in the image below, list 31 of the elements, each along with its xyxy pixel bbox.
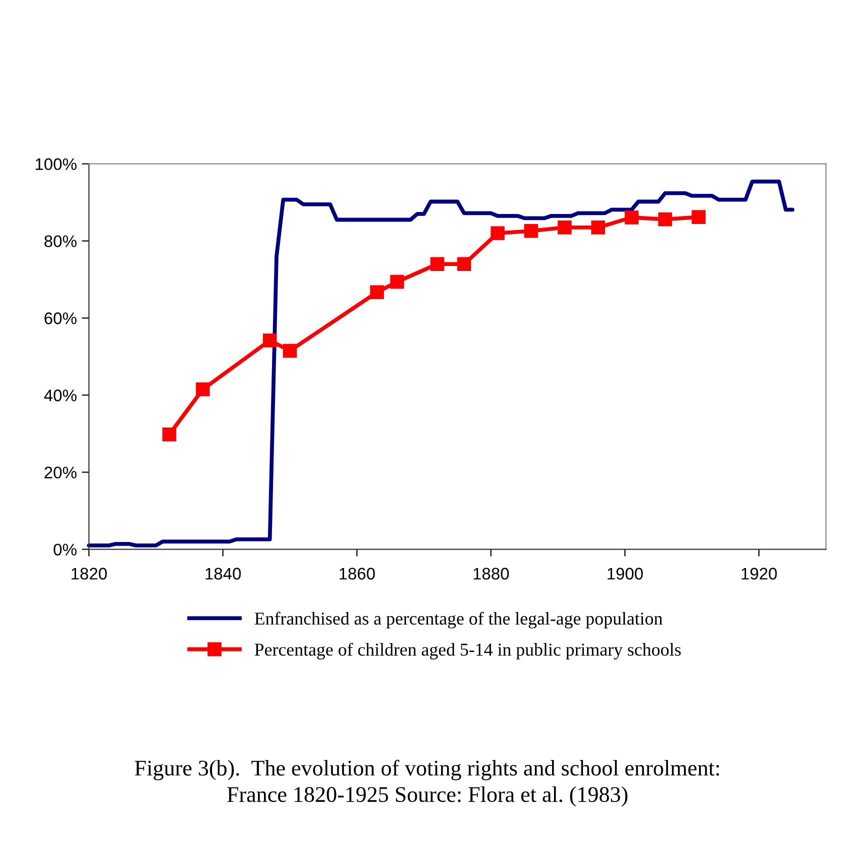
point bbox=[430, 257, 444, 272]
y-tick-label: 20% bbox=[44, 466, 77, 478]
x-tick-label: 1880 bbox=[474, 568, 509, 580]
y-tick-label: 40% bbox=[44, 390, 77, 402]
point bbox=[658, 212, 672, 226]
x-tick-label: 1900 bbox=[608, 568, 643, 580]
x-tick-label: 1820 bbox=[72, 568, 107, 580]
point bbox=[162, 427, 176, 442]
point bbox=[196, 382, 210, 396]
point bbox=[624, 210, 639, 224]
line-series bbox=[86, 180, 794, 548]
point bbox=[457, 257, 472, 272]
point bbox=[262, 333, 277, 348]
point bbox=[558, 220, 572, 234]
legend-label: Percentage of children aged 5-14 in public primary schools bbox=[254, 642, 681, 660]
x-tick-label: 1840 bbox=[206, 568, 241, 580]
point bbox=[390, 274, 404, 289]
legend-label: Enfranchised as a percentage of the legal-age population bbox=[254, 612, 663, 628]
x-tick-label: 1920 bbox=[742, 568, 777, 580]
point bbox=[370, 285, 384, 300]
y-tick-label: 60% bbox=[44, 312, 77, 324]
caption: Figure 3(b). The evolution of voting rights and school enrolment: France 1820-1925 Source: Flora et al. (1983) bbox=[134, 760, 719, 807]
y-tick-label: 100% bbox=[36, 158, 77, 170]
point bbox=[524, 224, 538, 238]
x-tick-label: 1860 bbox=[340, 568, 375, 580]
point bbox=[692, 210, 706, 224]
y-tick-label: 80% bbox=[44, 235, 77, 248]
point bbox=[490, 226, 505, 240]
point bbox=[282, 344, 297, 358]
y-tick-label: 0% bbox=[54, 544, 77, 556]
point bbox=[591, 220, 606, 234]
